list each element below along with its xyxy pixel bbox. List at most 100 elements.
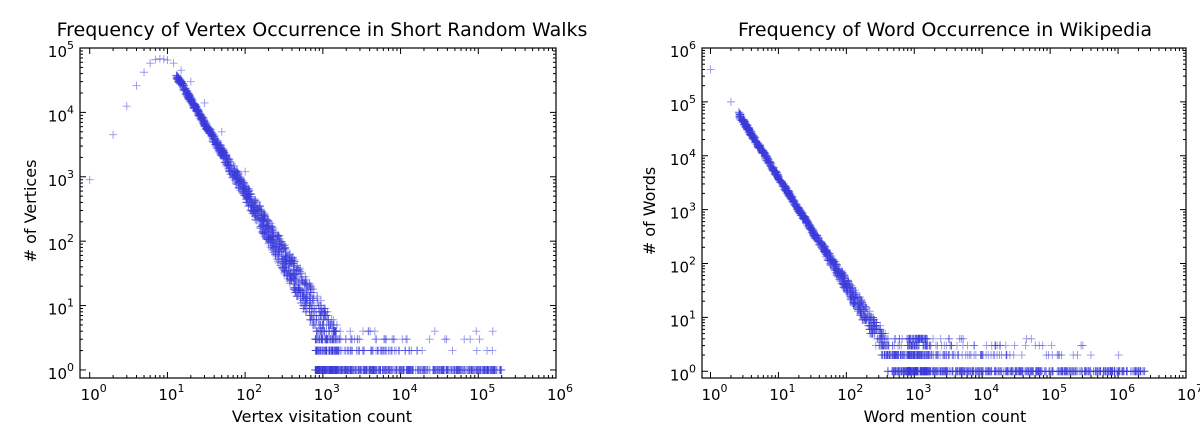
data-point: [256, 214, 265, 223]
plot-area: 100 101 102 103 104 105 106 100 101 102 103 104 105: [48, 39, 573, 404]
data-point: [405, 346, 414, 355]
y-tick-label: 104: [48, 103, 74, 125]
data-point: [806, 225, 815, 234]
y-tick-label: 104: [670, 147, 696, 169]
data-point: [264, 239, 273, 248]
data-point: [375, 365, 384, 374]
y-tick-label: 101: [670, 308, 696, 330]
data-point: [140, 68, 149, 77]
x-tick-label: 106: [547, 382, 573, 404]
data-point: [871, 325, 880, 334]
data-point: [847, 290, 856, 299]
data-point: [287, 257, 296, 266]
data-point: [225, 164, 234, 173]
data-point: [331, 346, 340, 355]
data-point: [243, 198, 252, 207]
data-point: [755, 141, 764, 150]
data-point: [922, 351, 931, 360]
data-point: [982, 351, 991, 360]
y-tick-label: 105: [48, 39, 74, 61]
data-point: [295, 285, 304, 294]
data-point: [251, 197, 260, 206]
data-point: [735, 114, 744, 123]
data-point: [177, 66, 186, 75]
data-point: [866, 329, 875, 338]
data-point: [1014, 367, 1023, 376]
data-point: [881, 329, 890, 338]
data-point: [199, 113, 208, 122]
data-point: [259, 221, 268, 230]
data-point: [949, 351, 958, 360]
data-point: [294, 283, 303, 292]
data-point: [286, 270, 295, 279]
data-point: [944, 334, 953, 343]
data-point: [447, 365, 456, 374]
data-point: [472, 327, 481, 336]
data-point: [1054, 367, 1063, 376]
data-point: [208, 130, 217, 139]
data-point: [773, 171, 782, 180]
data-point: [244, 196, 253, 205]
data-point: [816, 238, 825, 247]
data-point: [289, 262, 298, 271]
data-point: [246, 190, 255, 199]
data-point: [437, 365, 446, 374]
data-point: [325, 335, 334, 344]
data-point: [200, 98, 209, 107]
x-tick-label: 104: [973, 382, 999, 404]
data-point: [472, 346, 481, 355]
data-point: [947, 341, 956, 350]
data-point: [891, 367, 900, 376]
data-point: [315, 346, 324, 355]
data-point: [252, 210, 261, 219]
data-point: [1021, 341, 1030, 350]
data-point: [488, 327, 497, 336]
x-tick-label: 105: [469, 382, 495, 404]
data-point: [1063, 367, 1072, 376]
data-point: [906, 351, 915, 360]
y-tick-label: 102: [48, 232, 74, 254]
data-point: [1035, 341, 1044, 350]
data-point: [177, 78, 186, 87]
data-point: [288, 256, 297, 265]
data-point: [299, 301, 308, 310]
data-point: [919, 367, 928, 376]
data-point: [271, 233, 280, 242]
data-point: [242, 182, 251, 191]
data-point: [263, 224, 272, 233]
data-point: [919, 341, 928, 350]
data-point: [267, 241, 276, 250]
data-point: [302, 307, 311, 316]
data-point: [336, 335, 345, 344]
data-point: [726, 97, 735, 106]
chart-word-occurrence: Frequency of Word Occurrence in Wikipedi…: [600, 0, 1200, 433]
data-point: [263, 233, 272, 242]
data-point: [360, 346, 369, 355]
data-point: [907, 341, 916, 350]
x-tick-label: 102: [236, 382, 262, 404]
data-point: [294, 265, 303, 274]
data-point: [319, 315, 328, 324]
data-point: [271, 247, 280, 256]
y-tick-label: 103: [670, 201, 696, 223]
data-point: [754, 142, 763, 151]
data-point: [876, 334, 885, 343]
data-point: [274, 240, 283, 249]
data-point: [865, 307, 874, 316]
data-point: [268, 243, 277, 252]
data-point: [174, 73, 183, 82]
data-point: [1017, 351, 1026, 360]
data-point: [247, 201, 256, 210]
data-point: [1057, 351, 1066, 360]
data-point: [770, 169, 779, 178]
y-tick-label: 103: [48, 168, 74, 190]
plot-frame: [701, 47, 1187, 379]
data-point: [961, 351, 970, 360]
y-axis-label: # of Vertices: [21, 160, 40, 263]
data-point: [815, 234, 824, 243]
data-point: [273, 232, 282, 241]
data-point: [429, 365, 438, 374]
data-point: [215, 141, 224, 150]
data-point: [193, 107, 202, 116]
data-point: [364, 327, 373, 336]
